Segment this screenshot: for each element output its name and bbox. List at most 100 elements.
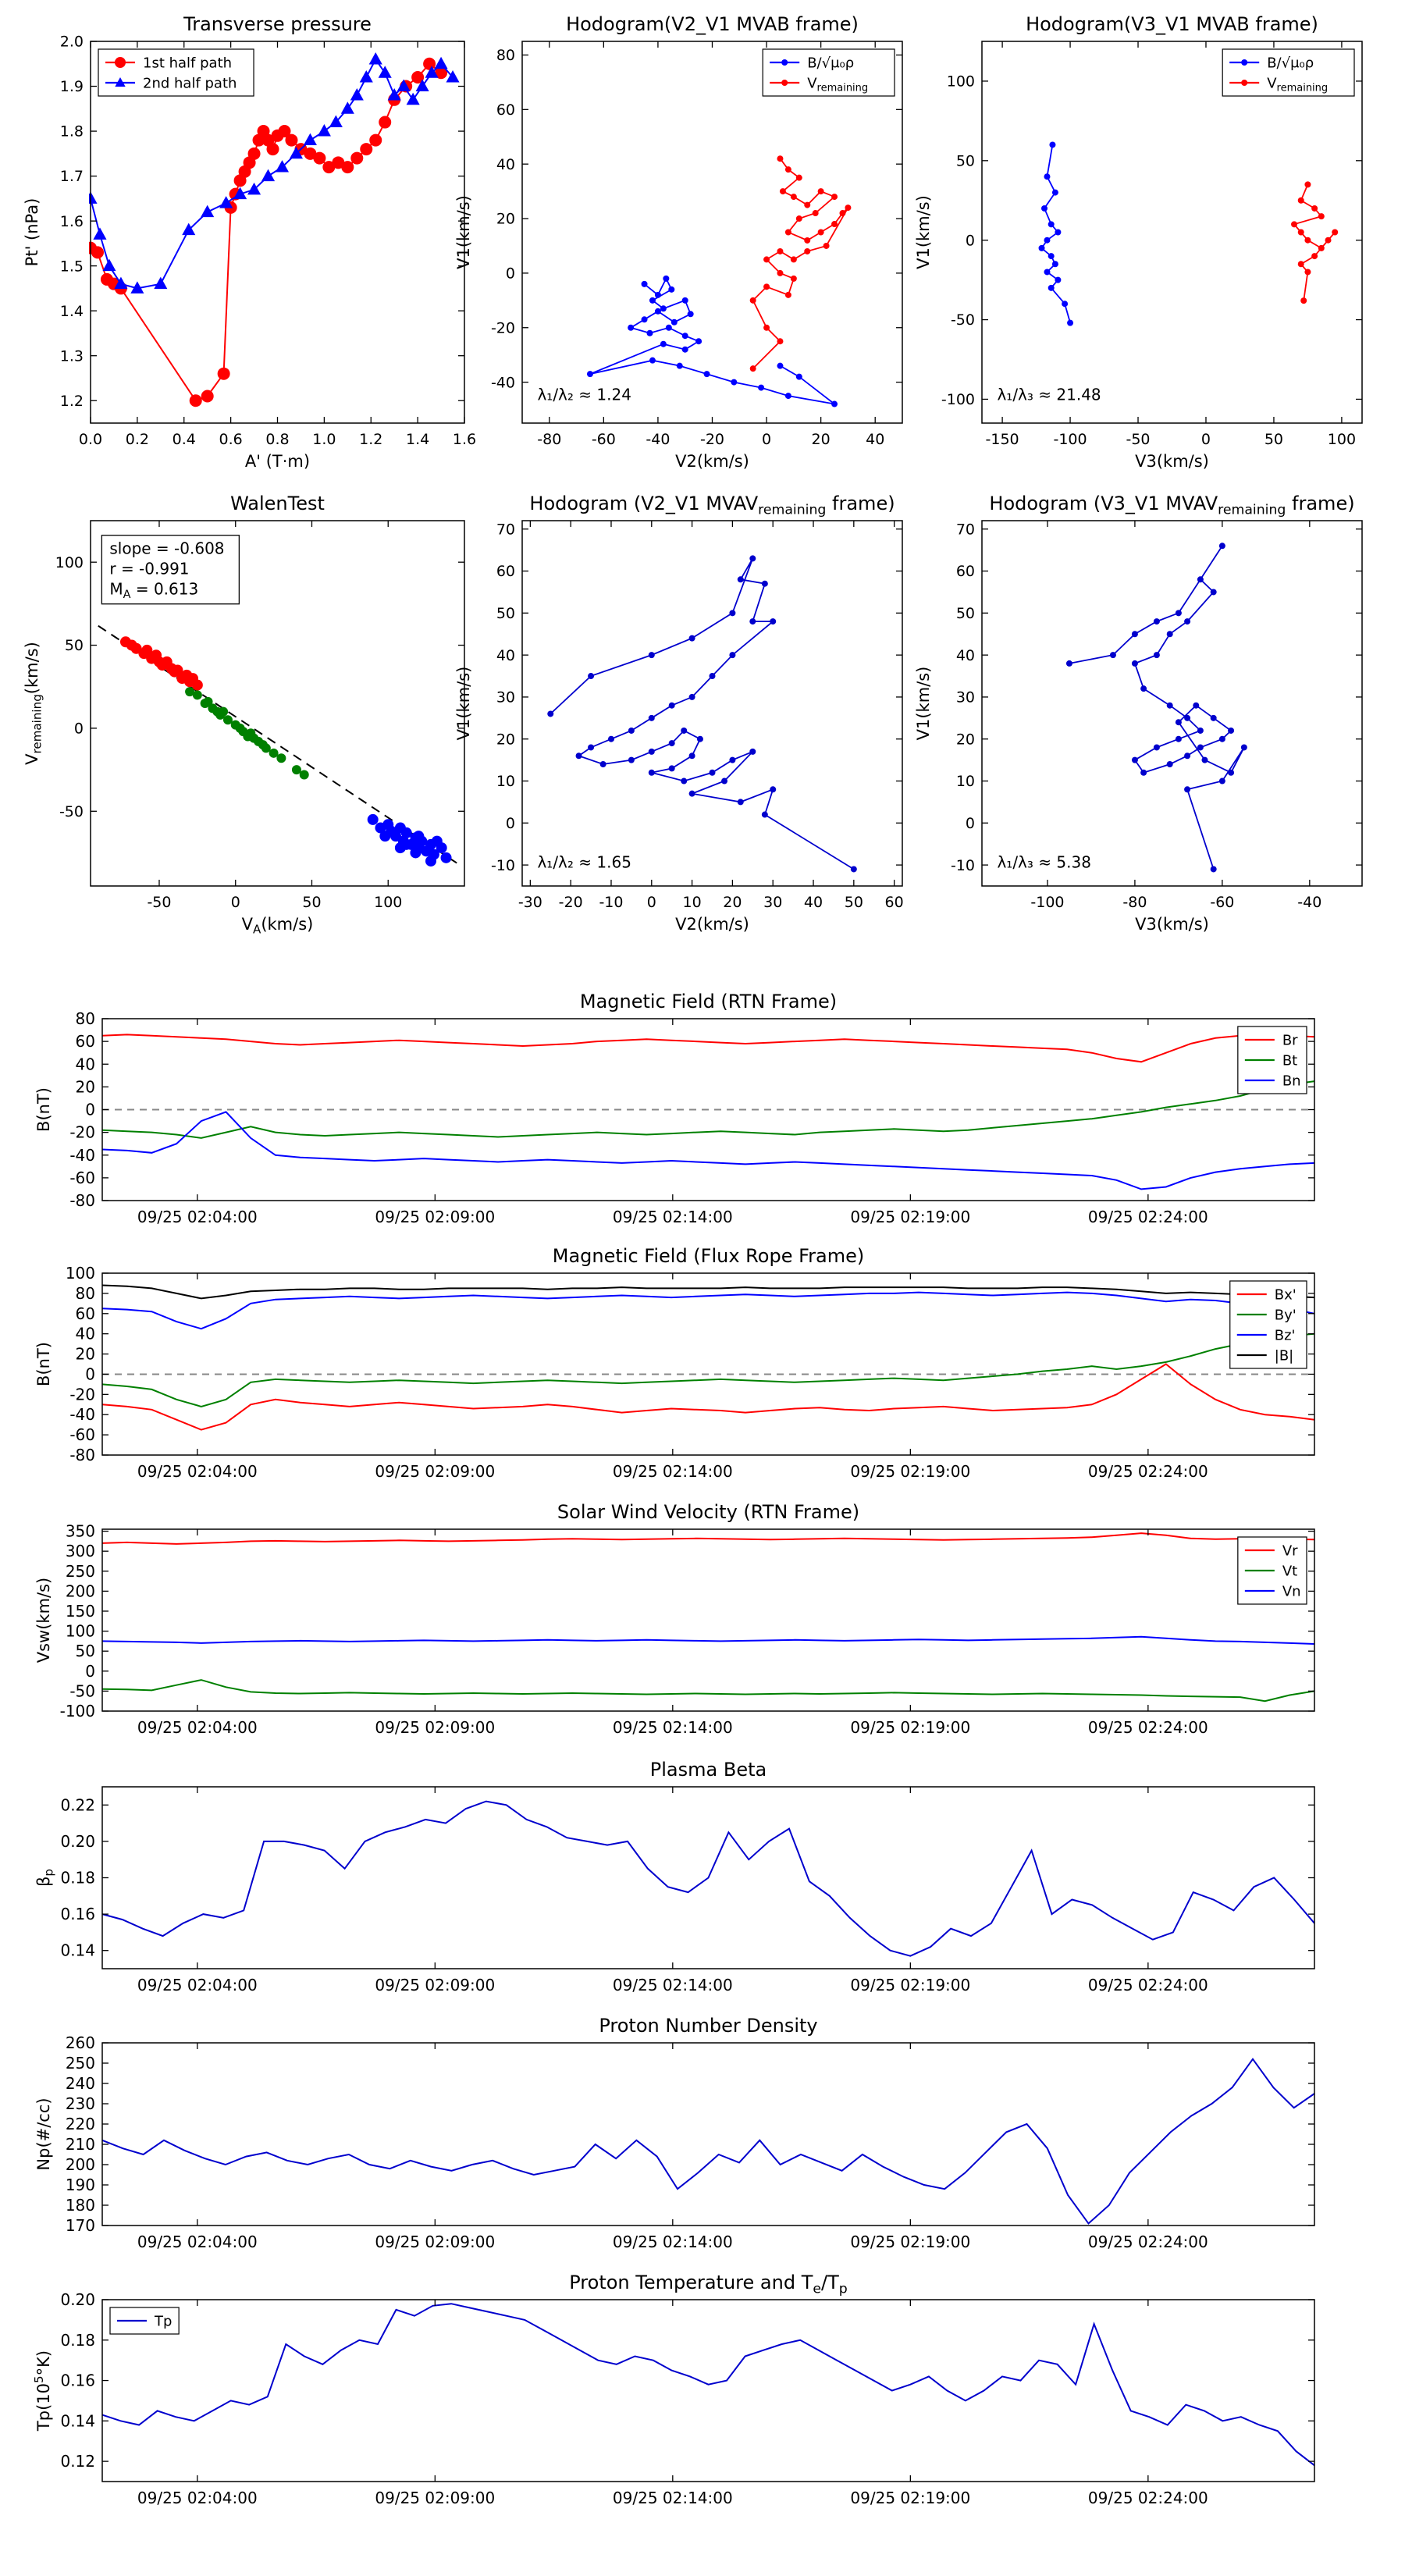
dot-marker xyxy=(831,400,838,407)
x-tick-label: 09/25 02:04:00 xyxy=(137,2233,258,2251)
dot-marker xyxy=(737,799,744,806)
triangle-marker xyxy=(329,115,343,128)
y-tick-label: 1.4 xyxy=(60,303,84,320)
x-tick-label: 09/25 02:19:00 xyxy=(850,2489,970,2507)
triangle-marker xyxy=(446,70,460,83)
circle-marker xyxy=(322,161,336,174)
y-tick-label: 60 xyxy=(76,1032,95,1051)
triangle-marker xyxy=(102,258,116,272)
dot-marker xyxy=(660,340,667,347)
circle-marker xyxy=(203,696,213,706)
dot-marker xyxy=(1051,261,1058,268)
circle-marker xyxy=(435,66,448,80)
dot-marker xyxy=(817,188,824,195)
triangle-marker xyxy=(368,52,382,65)
series-line-b-over-sqrt-mu0-rho xyxy=(589,276,835,405)
dot-marker xyxy=(1210,714,1217,721)
dot-marker xyxy=(1311,253,1318,260)
y-tick-label: 0 xyxy=(506,265,515,283)
x-tick-label: 09/25 02:24:00 xyxy=(1088,1976,1208,1994)
circle-marker xyxy=(141,644,153,656)
dot-marker xyxy=(681,777,688,785)
dot-marker xyxy=(784,393,791,400)
dot-marker xyxy=(729,610,736,617)
circle-marker xyxy=(278,125,291,138)
y-tick-label: 40 xyxy=(76,1055,95,1073)
dot-marker xyxy=(665,324,672,331)
circle-marker xyxy=(91,246,104,259)
dot-marker xyxy=(681,346,688,353)
x-tick-label: 0.4 xyxy=(173,431,196,448)
panel-walen-test: -50 0 50 100 -50 0 50 100 WalenTest VA(km/s) Vrema… xyxy=(23,493,465,937)
x-tick-label: 09/25 02:09:00 xyxy=(375,2489,495,2507)
dot-marker xyxy=(804,201,811,208)
dot-marker xyxy=(607,735,614,742)
dot-marker xyxy=(781,80,788,86)
dot-marker xyxy=(812,210,819,217)
circle-marker xyxy=(313,151,326,165)
triangle-marker xyxy=(359,70,373,83)
plot-area xyxy=(522,521,902,886)
dot-marker xyxy=(737,576,744,583)
dot-marker xyxy=(1038,244,1045,251)
y-tick-label: 60 xyxy=(76,1304,95,1323)
x-tick-label: 0.0 xyxy=(79,431,102,448)
dot-marker xyxy=(761,811,768,818)
legend-label: Vremaining xyxy=(807,75,868,94)
panel-title: Hodogram (V3_V1 MVAVremaining frame) xyxy=(989,493,1354,518)
y-tick-label: 1.6 xyxy=(60,213,84,230)
x-tick-label: 100 xyxy=(374,894,402,911)
y-tick-label: 80 xyxy=(76,1009,95,1028)
dot-marker xyxy=(770,786,777,793)
eigenvalue-annotation: λ₁/λ₃ ≈ 21.48 xyxy=(997,386,1101,404)
y-tick-label: -100 xyxy=(941,391,975,408)
x-axis-label: V3(km/s) xyxy=(1135,915,1209,934)
panel-title: Solar Wind Velocity (RTN Frame) xyxy=(557,1501,859,1523)
stats-line: MA = 0.613 xyxy=(109,580,198,601)
x-tick-label: 10 xyxy=(683,894,702,911)
y-tick-label: 50 xyxy=(76,1642,95,1660)
panel-hodogram-v2v1-mvab: -80 -60 -40 -20 0 20 40 -40 -20 0 20 40 60 80 Hodogram… xyxy=(454,13,903,471)
axes-border xyxy=(101,1018,1315,1201)
panel-proton-temp: 09/25 02:04:00 09/25 02:09:00 09/25 02:14:… xyxy=(32,2272,1315,2507)
triangle-marker xyxy=(397,79,411,92)
y-tick-label: 20 xyxy=(76,1345,95,1364)
x-axis-label: VA(km/s) xyxy=(242,915,314,937)
dot-marker xyxy=(1325,237,1332,244)
series-layer xyxy=(101,1034,1315,1190)
dot-marker xyxy=(654,291,661,298)
y-tick-label: 10 xyxy=(956,773,975,790)
dot-marker xyxy=(1048,253,1055,260)
x-tick-label: 0 xyxy=(1201,431,1211,448)
dot-marker xyxy=(795,373,802,380)
dot-marker xyxy=(681,333,688,340)
y-tick-label: 0.22 xyxy=(60,1795,95,1814)
dot-marker xyxy=(721,777,728,785)
circle-marker xyxy=(191,679,203,691)
eigenvalue-annotation: λ₁/λ₃ ≈ 5.38 xyxy=(997,853,1090,872)
x-tick-label: 09/25 02:24:00 xyxy=(1088,1208,1208,1226)
series-layer xyxy=(101,2058,1315,2225)
circle-marker xyxy=(304,147,317,160)
y-tick-label: 50 xyxy=(956,605,975,622)
x-tick-label: 20 xyxy=(812,431,831,448)
dot-marker xyxy=(688,693,695,700)
circle-marker xyxy=(440,852,452,863)
series-layer xyxy=(586,155,852,407)
plot-area xyxy=(102,2300,1314,2482)
triangle-marker xyxy=(130,281,144,294)
y-tick-label: 0 xyxy=(74,720,84,738)
triangle-marker xyxy=(233,187,247,200)
plot-area xyxy=(91,41,464,423)
x-tick-label: 09/25 02:04:00 xyxy=(137,1976,258,1994)
circle-marker xyxy=(219,706,229,717)
dot-marker xyxy=(1131,660,1138,667)
x-tick-label: 60 xyxy=(885,894,904,911)
legend-box xyxy=(762,48,895,97)
dot-marker xyxy=(1153,618,1160,625)
dot-marker xyxy=(1166,761,1173,767)
dot-marker xyxy=(668,740,675,747)
y-tick-label: 0.20 xyxy=(60,2290,95,2309)
dot-marker xyxy=(1297,261,1304,268)
